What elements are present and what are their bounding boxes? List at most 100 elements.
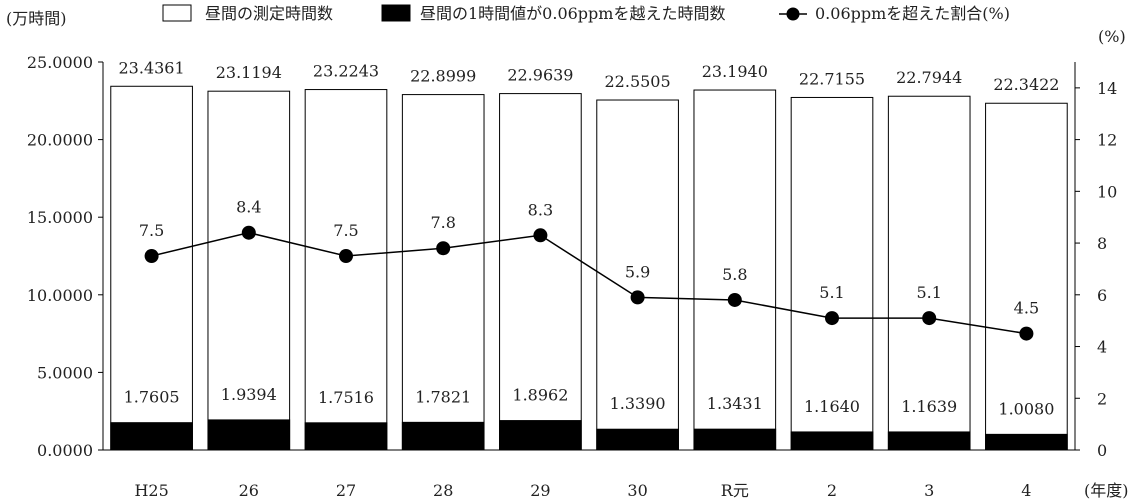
x-tick-label: 4: [1021, 481, 1031, 500]
bar-measured-hours: [693, 89, 777, 451]
data-label-ratio: 5.8: [722, 265, 747, 284]
ratio-point: [241, 225, 256, 240]
bar-exceeded-hours: [110, 422, 193, 451]
x-axis-ticks: H25 26 27 28 29 30 R元 2 3 4: [134, 481, 1031, 500]
exceeded-hours-bars: 1.7605 1.9394 1.7516 1.7821 1.8962 1.3390 1.34…: [110, 385, 1068, 451]
data-label-ratio: 5.1: [916, 283, 941, 302]
x-tick-label: 30: [627, 481, 647, 500]
data-label-measured-hours: 23.2243: [313, 62, 379, 81]
ratio-point: [436, 241, 451, 256]
y2-axis-label: (%): [1098, 27, 1126, 46]
bar-exceeded-hours: [304, 422, 388, 451]
y-tick-label: 25.0000: [27, 53, 93, 72]
y-tick-label: 5.0000: [37, 363, 93, 382]
bar-measured-hours: [985, 102, 1068, 451]
x-tick-label: H25: [134, 481, 168, 500]
bar-exceeded-hours: [596, 428, 679, 451]
data-label-exceeded-hours: 1.1639: [901, 397, 957, 416]
x-tick-label: 28: [433, 481, 453, 500]
data-label-ratio: 8.3: [528, 200, 553, 219]
legend-swatch-exceeded: [381, 4, 411, 22]
data-label-exceeded-hours: 1.7516: [318, 388, 374, 407]
ratio-series-line: [151, 231, 1027, 335]
x-tick-label: 2: [827, 481, 837, 500]
data-label-exceeded-hours: 1.8962: [512, 386, 568, 405]
data-label-exceeded-hours: 1.1640: [804, 397, 860, 416]
data-label-measured-hours: 22.3422: [993, 75, 1059, 94]
data-label-measured-hours: 22.9639: [507, 66, 573, 85]
bar-measured-hours: [110, 85, 193, 451]
x-tick-label: 26: [239, 481, 259, 500]
bar-exceeded-hours: [985, 433, 1068, 451]
bar-measured-hours: [790, 96, 874, 451]
y-tick-label: 20.0000: [27, 131, 93, 150]
data-label-measured-hours: 22.7944: [896, 68, 962, 87]
data-label-exceeded-hours: 1.7605: [124, 388, 180, 407]
data-label-measured-hours: 23.4361: [119, 58, 185, 77]
y2-axis-ticks: 0 2 4 6 8 10 12 14: [1075, 79, 1117, 460]
ratio-point: [727, 292, 742, 307]
bar-exceeded-hours: [887, 431, 971, 451]
bar-measured-hours: [401, 94, 485, 451]
bar-exceeded-hours: [207, 419, 291, 451]
bar-exceeded-hours: [693, 428, 777, 451]
ratio-point: [630, 290, 645, 305]
bar-measured-hours: [304, 89, 388, 451]
data-label-ratio: 5.1: [819, 283, 844, 302]
y2-tick-label: 6: [1097, 286, 1107, 305]
bar-exceeded-hours: [401, 421, 485, 451]
x-tick-label: R元: [721, 481, 749, 500]
data-label-ratio: 4.5: [1014, 299, 1039, 318]
data-label-ratio: 8.4: [236, 198, 261, 217]
y2-tick-label: 0: [1097, 441, 1107, 460]
data-label-exceeded-hours: 1.3390: [610, 394, 666, 413]
y-axis-ticks: 0.0000 5.0000 10.0000 15.0000 20.0000 25.0000: [27, 53, 103, 460]
ratio-point: [533, 228, 548, 243]
y-tick-label: 0.0000: [37, 441, 93, 460]
ratio-point: [825, 311, 839, 326]
data-label-measured-hours: 22.8999: [410, 67, 476, 86]
x-tick-label: 29: [530, 481, 550, 500]
ratio-point: [922, 311, 937, 326]
data-label-measured-hours: 23.1194: [216, 63, 282, 82]
legend-label-ratio: 0.06ppmを超えた割合(%): [815, 4, 1010, 23]
ratio-point: [144, 249, 159, 263]
y-tick-label: 15.0000: [27, 208, 93, 227]
y-tick-label: 10.0000: [27, 286, 93, 305]
data-label-ratio: 7.5: [139, 221, 164, 240]
data-label-exceeded-hours: 1.3431: [707, 394, 763, 413]
legend: 昼間の測定時間数 昼間の1時間値が0.06ppmを越えた時間数 0.06ppmを…: [162, 4, 1010, 23]
data-label-measured-hours: 23.1940: [702, 62, 768, 81]
y2-tick-label: 4: [1097, 338, 1107, 357]
data-label-exceeded-hours: 1.7821: [415, 387, 471, 406]
legend-label-measured: 昼間の測定時間数: [205, 4, 333, 23]
data-label-exceeded-hours: 1.9394: [221, 385, 277, 404]
bar-measured-hours: [596, 99, 679, 451]
x-tick-label: 3: [924, 481, 934, 500]
legend-swatch-measured: [162, 4, 192, 22]
measured-hours-bars: 23.4361 23.1194 23.2243 22.8999 22.9639 22.55…: [110, 58, 1068, 451]
y2-tick-label: 8: [1097, 234, 1107, 253]
data-label-measured-hours: 22.5505: [605, 72, 671, 91]
x-tick-label: 27: [336, 481, 356, 500]
bar-exceeded-hours: [790, 431, 874, 451]
ratio-line-series: 7.5 8.4 7.5 7.8 8.3 5.9 5.8 5.1 5.1 4.5: [139, 198, 1039, 341]
y2-tick-label: 12: [1097, 131, 1117, 150]
legend-marker-ratio: [786, 7, 800, 21]
y2-tick-label: 14: [1097, 79, 1117, 98]
bar-measured-hours: [207, 90, 291, 451]
y2-tick-label: 10: [1097, 182, 1117, 201]
legend-label-exceeded: 昼間の1時間値が0.06ppmを越えた時間数: [420, 4, 725, 23]
y-axis-label: (万時間): [6, 9, 67, 28]
bar-measured-hours: [499, 93, 582, 451]
bar-exceeded-hours: [499, 420, 582, 451]
data-label-ratio: 7.5: [333, 221, 358, 240]
data-label-exceeded-hours: 1.0080: [998, 399, 1054, 418]
ratio-point: [339, 249, 353, 263]
data-label-measured-hours: 22.7155: [799, 69, 865, 88]
y2-tick-label: 2: [1097, 389, 1107, 408]
data-label-ratio: 5.9: [625, 262, 650, 281]
data-label-ratio: 7.8: [430, 213, 455, 232]
ratio-point: [1019, 326, 1034, 341]
